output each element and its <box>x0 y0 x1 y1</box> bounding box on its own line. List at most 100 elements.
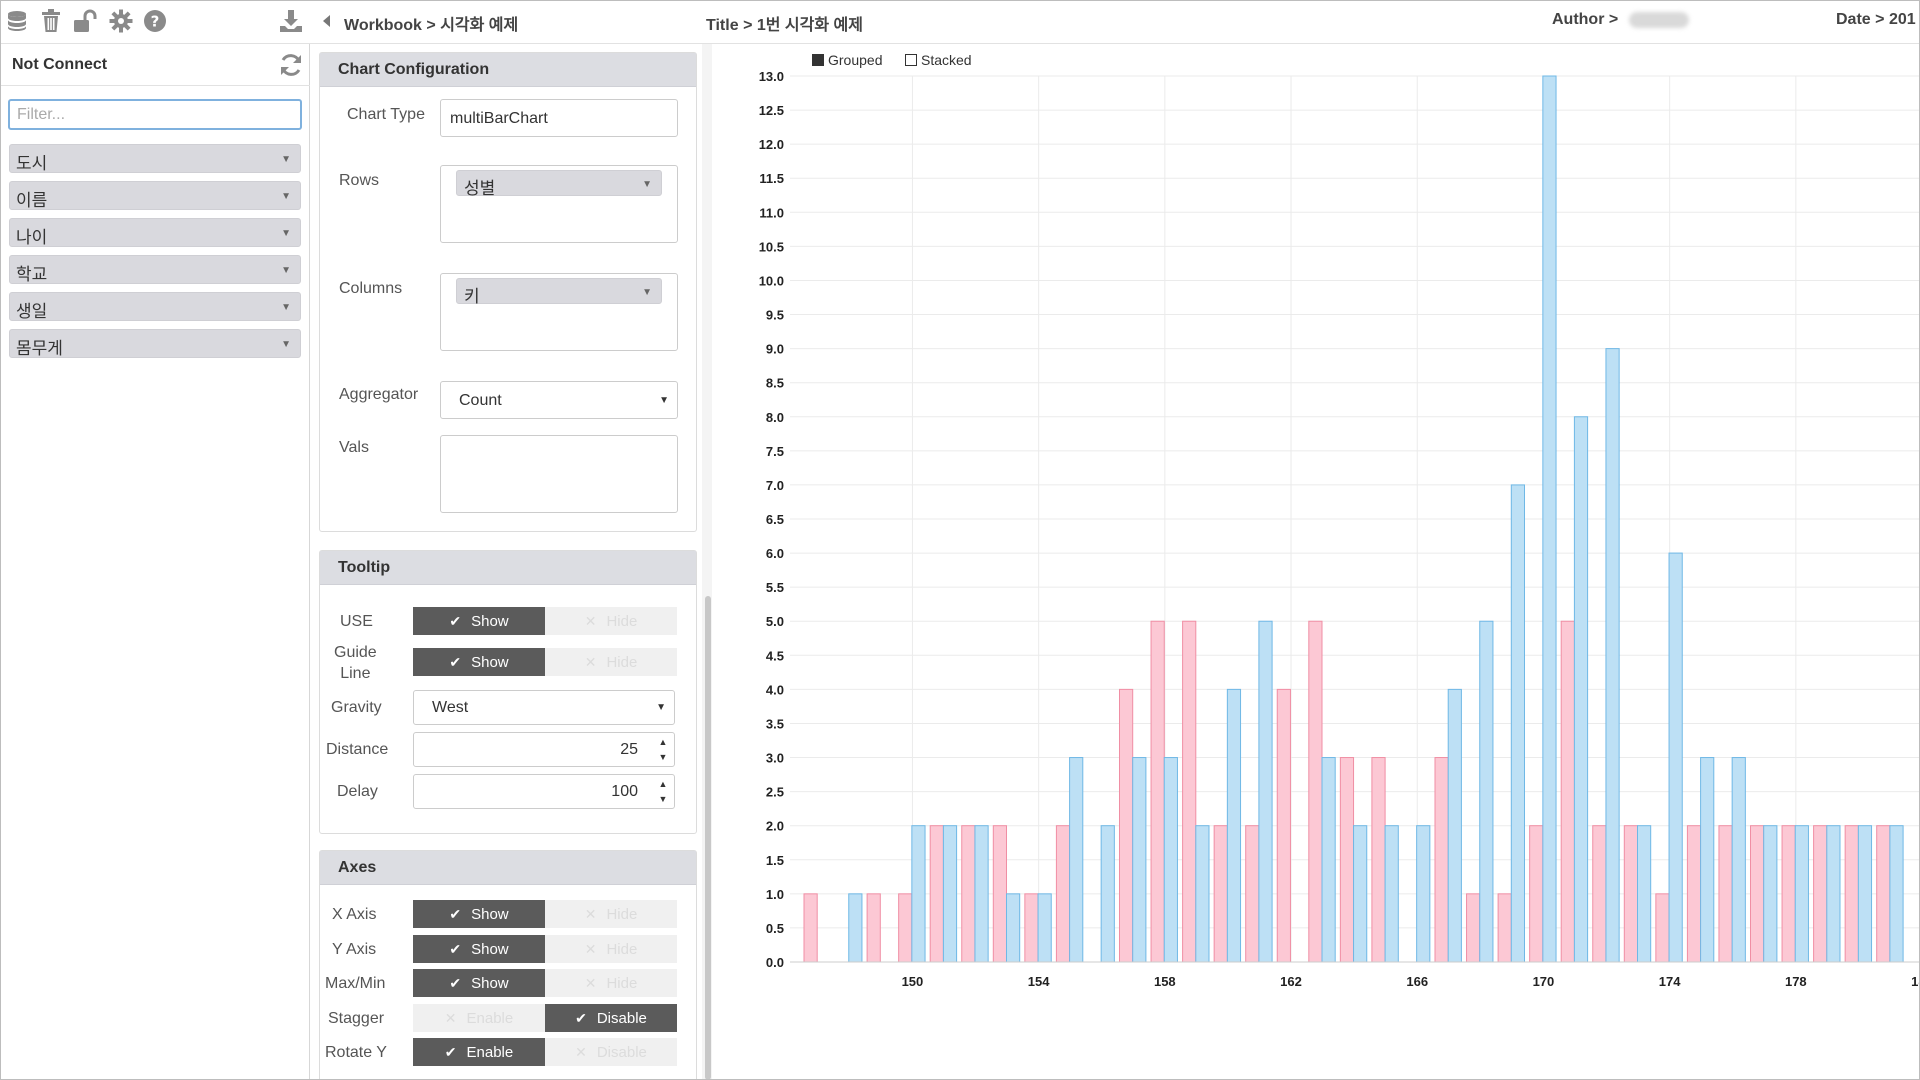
bar-series-1 <box>1024 893 1039 963</box>
bar-series-2 <box>1100 825 1115 963</box>
trash-icon[interactable] <box>38 8 64 34</box>
stagger-disable-button[interactable]: ✔ Disable <box>545 1004 677 1032</box>
bar-series-2 <box>1195 825 1210 963</box>
filter-input[interactable] <box>8 99 302 130</box>
maxmin-show-button[interactable]: ✔ Show <box>413 969 545 997</box>
field-pill[interactable]: 나이 ▼ <box>9 218 301 247</box>
refresh-icon[interactable] <box>278 52 304 78</box>
field-pill[interactable]: 이름 ▼ <box>9 181 301 210</box>
maxmin-show-label: Show <box>471 974 509 992</box>
field-pill[interactable]: 학교 ▼ <box>9 255 301 284</box>
collapse-left-icon[interactable] <box>314 8 340 34</box>
aggregator-select[interactable]: Count ▼ <box>440 381 678 419</box>
bar-series-2 <box>1479 620 1494 963</box>
help-icon[interactable]: ? <box>142 8 168 34</box>
x-axis-toggle: ✔ Show ✕ Hide <box>413 900 677 928</box>
rotate-y-enable-button[interactable]: ✔ Enable <box>413 1038 545 1066</box>
delay-label: Delay <box>337 783 378 800</box>
chart-configuration-section: Chart Configuration Chart Type multiBarC… <box>319 52 697 532</box>
guide-line-label: Guide Line <box>334 644 377 682</box>
field-pill[interactable]: 도시 ▼ <box>9 144 301 173</box>
gear-icon[interactable] <box>108 8 134 34</box>
vals-dropzone[interactable] <box>440 435 678 513</box>
guide-line-show-button[interactable]: ✔ Show <box>413 648 545 676</box>
bar-series-1 <box>929 825 944 963</box>
axes-section: Axes X Axis ✔ Show ✕ Hide Y Axis ✔ Show ✕ Hi… <box>319 850 697 1080</box>
rows-dropzone[interactable]: 성별 ▼ <box>440 165 678 243</box>
chevron-down-icon: ▼ <box>281 154 291 165</box>
legend-grouped[interactable]: Grouped <box>812 52 882 68</box>
config-panel: Chart Configuration Chart Type multiBarC… <box>310 44 710 1080</box>
chevron-down-icon[interactable]: ▼ <box>658 794 668 804</box>
download-icon[interactable] <box>278 8 304 34</box>
x-tick-label: 162 <box>1280 974 1302 989</box>
legend-stacked-label: Stacked <box>921 52 972 68</box>
x-axis-hide-label: Hide <box>606 905 638 923</box>
delay-stepper[interactable]: ▲ ▼ <box>654 777 672 807</box>
database-icon[interactable] <box>4 8 30 34</box>
maxmin-hide-button[interactable]: ✕ Hide <box>545 969 677 997</box>
bar-series-2 <box>1258 620 1273 963</box>
y-tick-label: 11.0 <box>759 205 784 220</box>
unlock-icon[interactable] <box>72 8 98 34</box>
config-scrollbar-track[interactable] <box>702 44 712 1080</box>
chart-type-field[interactable]: multiBarChart <box>440 99 678 137</box>
delay-input[interactable]: 100 ▲ ▼ <box>413 774 675 809</box>
use-show-button[interactable]: ✔ Show <box>413 607 545 635</box>
rows-pill-label: 성별 <box>464 179 496 198</box>
guide-line-hide-button[interactable]: ✕ Hide <box>545 648 677 676</box>
bar-series-1 <box>1844 825 1859 963</box>
bar-series-1 <box>1245 825 1260 963</box>
bar-series-2 <box>1226 688 1242 963</box>
bar-series-1 <box>1623 825 1638 963</box>
chevron-down-icon[interactable]: ▼ <box>658 752 668 762</box>
bar-series-1 <box>1560 620 1575 963</box>
tooltip-header: Tooltip <box>320 551 696 585</box>
bar-series-2 <box>1668 552 1683 963</box>
use-hide-button[interactable]: ✕ Hide <box>545 607 677 635</box>
x-axis-show-button[interactable]: ✔ Show <box>413 900 545 928</box>
date-value: 201 <box>1888 11 1916 28</box>
columns-pill[interactable]: 키 ▼ <box>456 278 662 306</box>
rows-pill[interactable]: 성별 ▼ <box>456 170 662 198</box>
y-tick-label: 4.5 <box>766 648 784 663</box>
distance-stepper[interactable]: ▲ ▼ <box>654 735 672 765</box>
x-axis-hide-button[interactable]: ✕ Hide <box>545 900 677 928</box>
field-pill[interactable]: 생일 ▼ <box>9 292 301 321</box>
legend-stacked[interactable]: Stacked <box>905 52 972 68</box>
y-tick-label: 12.5 <box>759 103 784 118</box>
field-pill-label: 나이 <box>16 228 48 247</box>
frame-left <box>0 0 1 1080</box>
use-hide-label: Hide <box>606 612 638 630</box>
gravity-select[interactable]: West ▼ <box>413 690 675 725</box>
bar-series-1 <box>1308 620 1323 963</box>
bar-series-1 <box>1750 825 1765 963</box>
config-scrollbar-thumb[interactable] <box>705 596 711 1080</box>
columns-dropzone[interactable]: 키 ▼ <box>440 273 678 351</box>
y-axis-show-label: Show <box>471 940 509 958</box>
rotate-y-enable-label: Enable <box>466 1043 514 1061</box>
y-tick-label: 13.0 <box>759 69 784 84</box>
y-axis-show-button[interactable]: ✔ Show <box>413 935 545 963</box>
y-tick-label: 10.5 <box>759 239 784 254</box>
chevron-up-icon[interactable]: ▲ <box>658 737 668 747</box>
distance-input[interactable]: 25 ▲ ▼ <box>413 732 675 767</box>
x-tick-label: 166 <box>1406 974 1428 989</box>
title-value: 1번 시각화 예제 <box>756 17 863 34</box>
bar-series-1 <box>1592 825 1607 963</box>
y-tick-label: 6.5 <box>766 512 784 527</box>
stagger-enable-button[interactable]: ✕ Enable <box>413 1004 545 1032</box>
rotate-y-disable-button[interactable]: ✕ Disable <box>545 1038 677 1066</box>
y-tick-label: 7.0 <box>766 478 784 493</box>
y-axis-hide-button[interactable]: ✕ Hide <box>545 935 677 963</box>
chevron-up-icon[interactable]: ▲ <box>658 779 668 789</box>
chevron-down-icon: ▼ <box>659 395 669 406</box>
chevron-down-icon: ▼ <box>642 287 652 298</box>
bar-series-2 <box>1132 757 1147 963</box>
field-pill[interactable]: 몸무게 ▼ <box>9 329 301 358</box>
chevron-down-icon: ▼ <box>281 339 291 350</box>
y-tick-label: 5.0 <box>766 614 784 629</box>
y-tick-label: 0.0 <box>766 955 784 970</box>
chevron-down-icon: ▼ <box>281 191 291 202</box>
columns-label: Columns <box>339 280 403 297</box>
